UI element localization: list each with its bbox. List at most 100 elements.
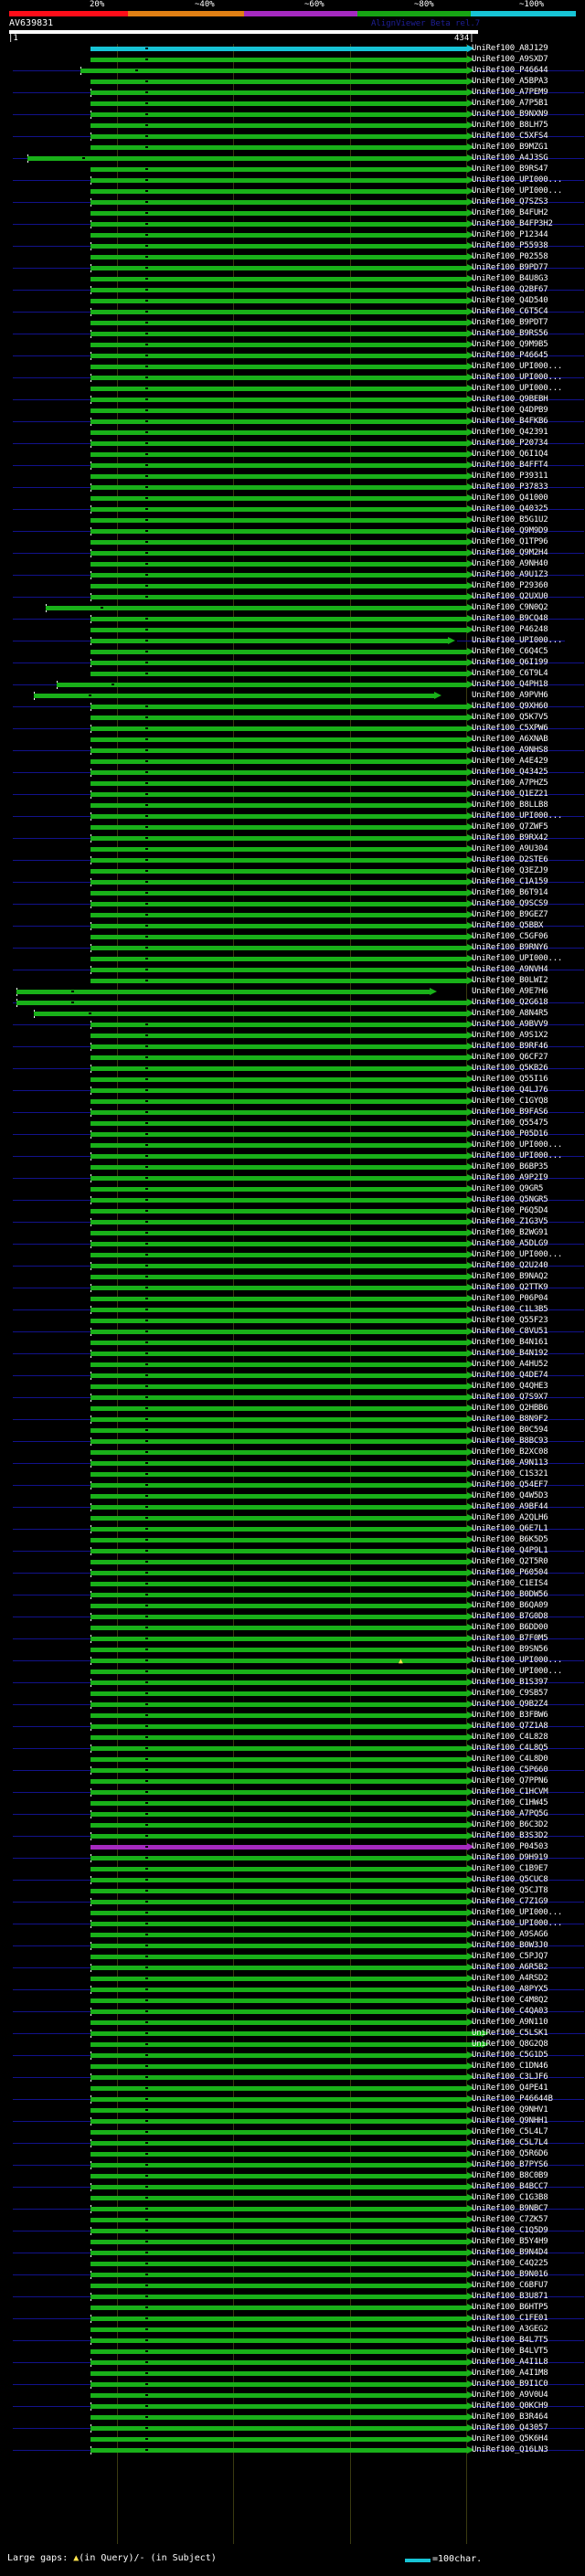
hit-identity-bar[interactable] bbox=[90, 1428, 467, 1433]
alignment-hit-row[interactable]: UniRef100_A9P2I9 bbox=[0, 1173, 585, 1184]
hit-identity-bar[interactable] bbox=[90, 946, 467, 950]
alignment-hit-row[interactable]: UniRef100_Q6I199 bbox=[0, 658, 585, 669]
alignment-hit-row[interactable]: UniRef100_B6BP35 bbox=[0, 1162, 585, 1173]
alignment-hit-row[interactable]: UniRef100_C4M8Q2 bbox=[0, 1996, 585, 2007]
hit-identity-bar[interactable] bbox=[90, 1472, 467, 1477]
alignment-hit-row[interactable]: UniRef100_C1HW45 bbox=[0, 1798, 585, 1809]
hit-id-label[interactable]: UniRef100_P60504 bbox=[472, 1568, 548, 1577]
hit-id-label[interactable]: UniRef100_P20734 bbox=[472, 439, 548, 448]
alignment-hit-row[interactable]: UniRef100_Q7SZS3 bbox=[0, 197, 585, 208]
alignment-hit-row[interactable]: UniRef100_C4L8Q5 bbox=[0, 1744, 585, 1754]
alignment-hit-row[interactable]: UniRef100_C5L4L7 bbox=[0, 2127, 585, 2138]
alignment-hit-row[interactable]: UniRef100_Q1EZ21 bbox=[0, 790, 585, 800]
alignment-hit-row[interactable]: UniRef100_Q4LJ76 bbox=[0, 1086, 585, 1097]
hit-id-label[interactable]: UniRef100_C3LJF6 bbox=[472, 2072, 548, 2082]
alignment-hit-row[interactable]: UniRef100_A4RSD2 bbox=[0, 1974, 585, 1985]
alignment-hit-row[interactable]: UniRef100_C4Q225 bbox=[0, 2259, 585, 2270]
alignment-hit-row[interactable]: UniRef100_P39311 bbox=[0, 472, 585, 482]
hit-id-label[interactable]: UniRef100_C9N0Q2 bbox=[472, 603, 548, 612]
alignment-hit-row[interactable]: UniRef100_B5Y4H9 bbox=[0, 2237, 585, 2248]
alignment-hit-row[interactable]: UniRef100_A9NH40 bbox=[0, 559, 585, 570]
hit-id-label[interactable]: UniRef100_B9GEZ7 bbox=[472, 910, 548, 919]
hit-identity-bar[interactable] bbox=[90, 1659, 467, 1663]
hit-identity-bar[interactable] bbox=[90, 1044, 467, 1049]
hit-identity-bar[interactable] bbox=[90, 957, 467, 961]
alignment-hit-row[interactable]: UniRef100_B0C594 bbox=[0, 1426, 585, 1436]
hit-identity-bar[interactable] bbox=[90, 2295, 467, 2299]
hit-id-label[interactable]: UniRef100_B6BP35 bbox=[472, 1162, 548, 1171]
alignment-hit-row[interactable]: UniRef100_Q6I1Q4 bbox=[0, 450, 585, 461]
alignment-hit-row[interactable]: UniRef100_UPI000... bbox=[0, 1250, 585, 1261]
hit-identity-bar[interactable] bbox=[90, 1560, 467, 1564]
hit-id-label[interactable]: UniRef100_B9NAQ2 bbox=[472, 1272, 548, 1281]
hit-identity-bar[interactable] bbox=[90, 463, 467, 468]
hit-id-label[interactable]: UniRef100_B8N9F2 bbox=[472, 1415, 548, 1424]
alignment-hit-row[interactable]: UniRef100_Q5KB26 bbox=[0, 1064, 585, 1075]
hit-identity-bar[interactable] bbox=[90, 485, 467, 490]
hit-identity-bar[interactable] bbox=[90, 1297, 467, 1301]
alignment-hit-row[interactable]: UniRef100_Z1G3V5 bbox=[0, 1217, 585, 1228]
hit-identity-bar[interactable] bbox=[57, 683, 467, 687]
hit-id-label[interactable]: UniRef100_A4E429 bbox=[472, 757, 548, 766]
alignment-hit-row[interactable]: UniRef100_A8J129 bbox=[0, 44, 585, 55]
alignment-hit-row[interactable]: ▲ UniRef100_UPI000... bbox=[0, 1656, 585, 1667]
hit-identity-bar[interactable] bbox=[90, 1702, 467, 1707]
hit-identity-bar[interactable] bbox=[90, 726, 467, 731]
hit-identity-bar[interactable] bbox=[90, 80, 467, 84]
alignment-hit-row[interactable]: UniRef100_B8LLB8 bbox=[0, 800, 585, 811]
hit-id-label[interactable]: UniRef100_Q7ZWF5 bbox=[472, 822, 548, 832]
hit-id-label[interactable]: UniRef100_Q54EF7 bbox=[472, 1480, 548, 1489]
hit-id-label[interactable]: UniRef100_Q9BEBH bbox=[472, 395, 548, 404]
hit-id-label[interactable]: UniRef100_Q4PH18 bbox=[472, 680, 548, 689]
hit-identity-bar[interactable] bbox=[90, 365, 467, 369]
alignment-hit-row[interactable]: UniRef100_Q5NGR5 bbox=[0, 1195, 585, 1206]
alignment-hit-row[interactable]: UniRef100_Q5CJT8 bbox=[0, 1886, 585, 1897]
alignment-hit-row[interactable]: UniRef100_C1DN46 bbox=[0, 2062, 585, 2072]
hit-id-label[interactable]: UniRef100_UPI000... bbox=[472, 175, 563, 185]
alignment-hit-row[interactable]: UniRef100_B7F0M5 bbox=[0, 1634, 585, 1645]
hit-identity-bar[interactable] bbox=[90, 1088, 467, 1093]
hit-identity-bar[interactable] bbox=[90, 1691, 467, 1696]
hit-id-label[interactable]: UniRef100_C6T9L4 bbox=[472, 669, 548, 678]
hit-identity-bar[interactable] bbox=[90, 387, 467, 391]
hit-id-label[interactable]: UniRef100_C9SB57 bbox=[472, 1689, 548, 1698]
hit-identity-bar[interactable] bbox=[90, 1395, 467, 1400]
hit-identity-bar[interactable] bbox=[90, 913, 467, 917]
hit-identity-bar[interactable] bbox=[90, 628, 467, 632]
alignment-hit-row[interactable]: UniRef100_P46644B bbox=[0, 2094, 585, 2105]
alignment-hit-row[interactable]: UniRef100_Q54EF7 bbox=[0, 1480, 585, 1491]
hit-id-label[interactable]: UniRef100_C4L8Q5 bbox=[472, 1744, 548, 1753]
hit-id-label[interactable]: UniRef100_B9N4D4 bbox=[472, 2248, 548, 2257]
hit-identity-bar[interactable] bbox=[90, 2042, 482, 2047]
hit-id-label[interactable]: UniRef100_Q55I16 bbox=[472, 1075, 548, 1084]
alignment-hit-row[interactable]: UniRef100_C9SB57 bbox=[0, 1689, 585, 1700]
hit-identity-bar[interactable] bbox=[90, 452, 467, 457]
hit-id-label[interactable]: UniRef100_B4N192 bbox=[472, 1349, 548, 1358]
alignment-hit-row[interactable]: UniRef100_B9SN56 bbox=[0, 1645, 585, 1656]
hit-identity-bar[interactable] bbox=[90, 1966, 467, 1970]
hit-id-label[interactable]: UniRef100_B2WG91 bbox=[472, 1228, 548, 1237]
hit-identity-bar[interactable] bbox=[90, 1505, 467, 1510]
hit-id-label[interactable]: UniRef100_B4BCC7 bbox=[472, 2182, 548, 2191]
hit-id-label[interactable]: UniRef100_A6XNAB bbox=[472, 735, 548, 744]
hit-identity-bar[interactable] bbox=[90, 2415, 467, 2420]
alignment-hit-row[interactable]: UniRef100_B3S3D2 bbox=[0, 1831, 585, 1842]
hit-identity-bar[interactable] bbox=[90, 1604, 467, 1608]
hit-id-label[interactable]: UniRef100_UPI000... bbox=[472, 1656, 563, 1665]
hit-identity-bar[interactable] bbox=[90, 1878, 467, 1882]
hit-identity-bar[interactable] bbox=[90, 518, 467, 523]
hit-id-label[interactable]: UniRef100_P12344 bbox=[472, 230, 548, 239]
hit-identity-bar[interactable] bbox=[90, 233, 467, 238]
hit-id-label[interactable]: UniRef100_A9NVH4 bbox=[472, 965, 548, 974]
alignment-hit-row[interactable]: UniRef100_A9E7H6 bbox=[0, 987, 585, 998]
hit-id-label[interactable]: UniRef100_Q5K7V5 bbox=[472, 713, 548, 722]
hit-identity-bar[interactable] bbox=[90, 661, 467, 665]
hit-identity-bar[interactable] bbox=[90, 419, 467, 424]
hit-id-label[interactable]: UniRef100_Q5NGR5 bbox=[472, 1195, 548, 1204]
alignment-hit-row[interactable]: UniRef100_C6Q4C5 bbox=[0, 647, 585, 658]
hit-id-label[interactable]: UniRef100_B7F0M5 bbox=[472, 1634, 548, 1643]
hit-id-label[interactable]: UniRef100_P46644B bbox=[472, 2094, 553, 2104]
hit-id-label[interactable]: UniRef100_B3FBW6 bbox=[472, 1711, 548, 1720]
hit-id-label[interactable]: UniRef100_C5GF06 bbox=[472, 932, 548, 941]
hit-id-label[interactable]: UniRef100_UPI000... bbox=[472, 1151, 563, 1161]
